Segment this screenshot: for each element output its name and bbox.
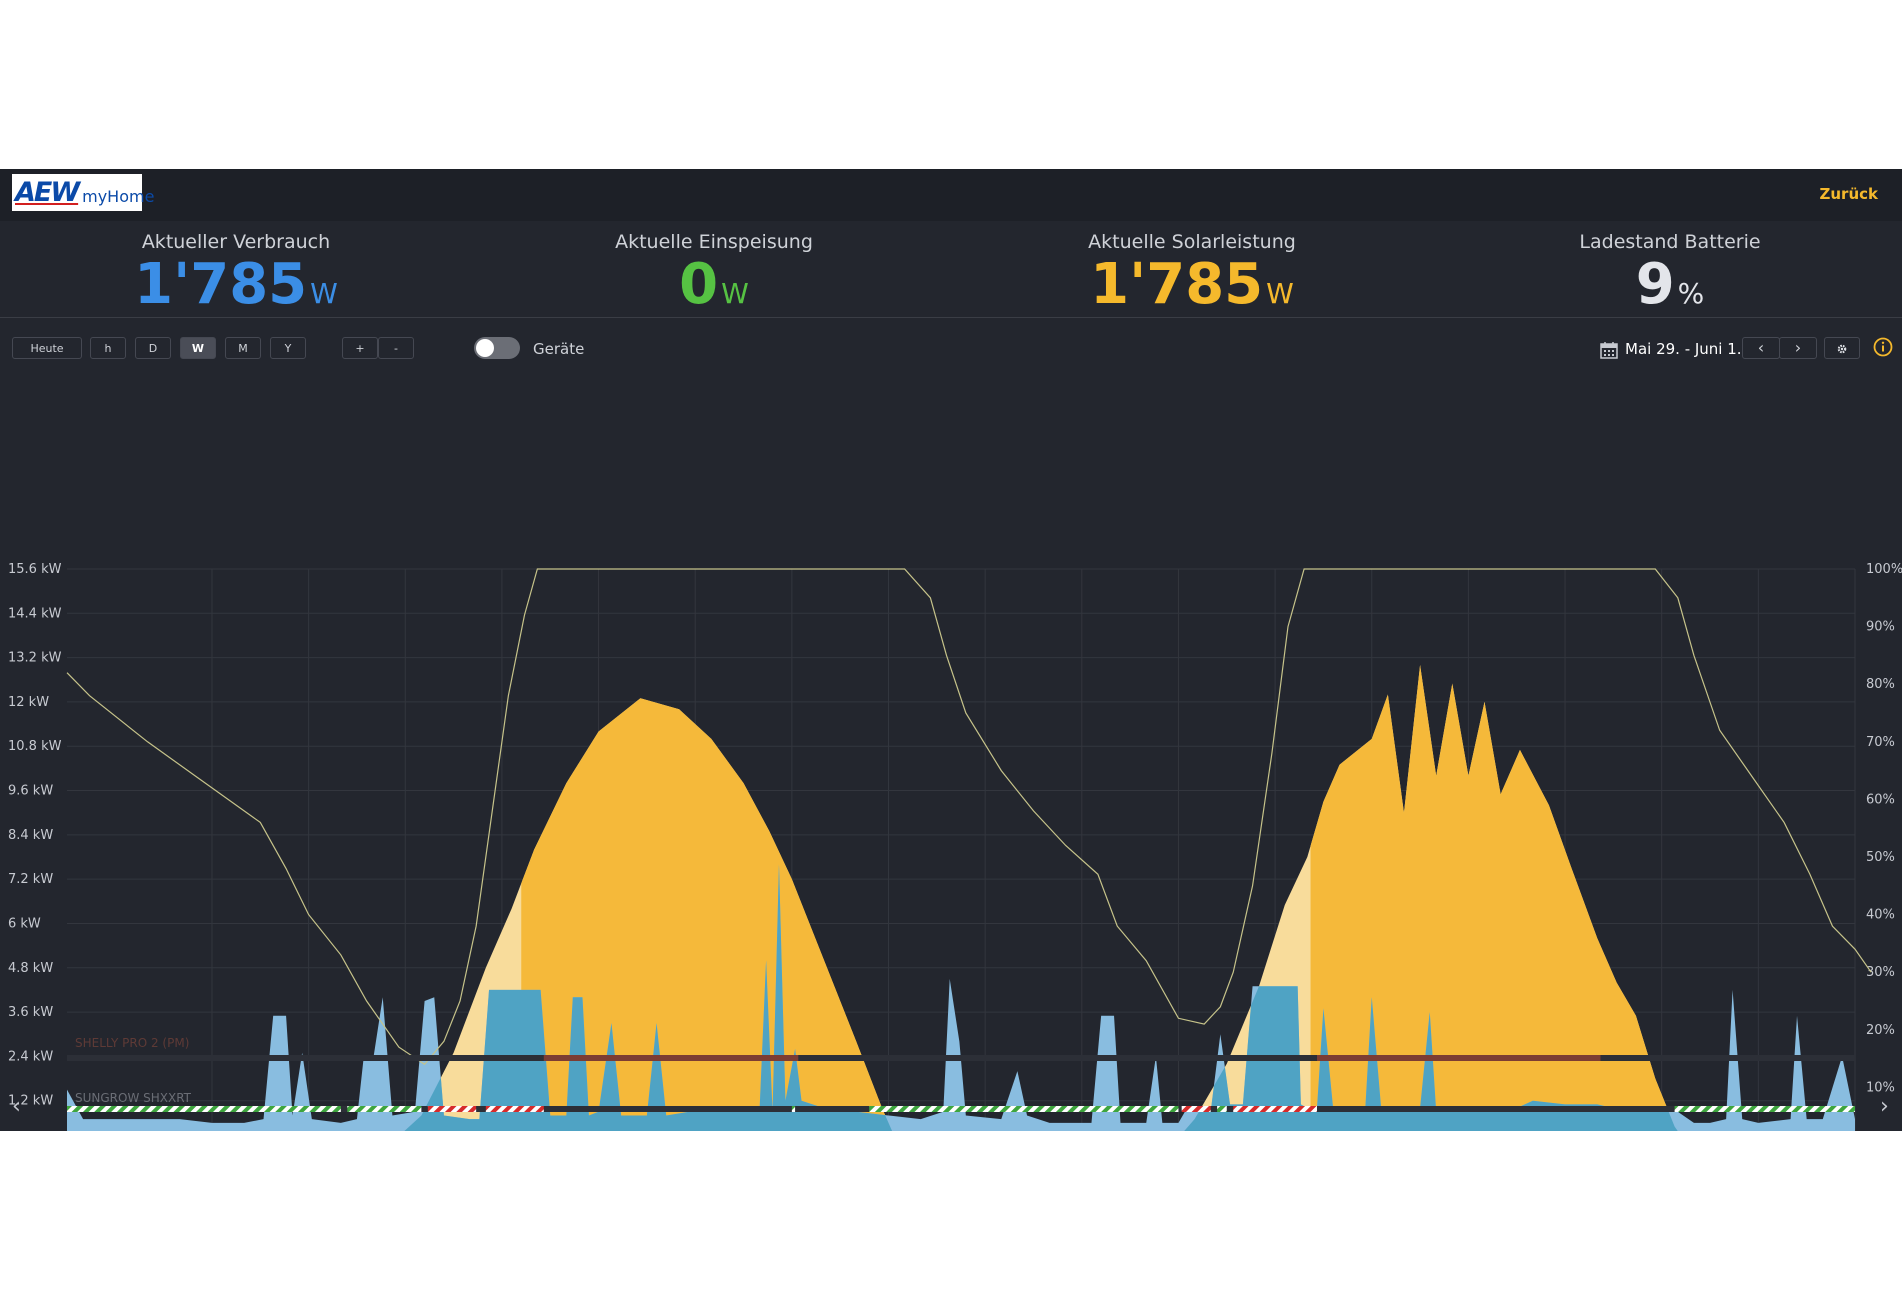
y-axis-tick-label: 13.2 kW: [8, 651, 62, 666]
self-consumption-area: [389, 864, 1688, 1131]
y2-axis-tick-label: 90%: [1866, 620, 1895, 635]
device-label: SHELLY PRO 2 (PM): [75, 1036, 189, 1050]
prev-period-button[interactable]: ‹: [1742, 337, 1780, 359]
scroll-left-button[interactable]: ‹: [12, 1094, 21, 1119]
energy-chart: 0 kW1.2 kW2.4 kW3.6 kW4.8 kW6 kW7.2 kW8.…: [8, 562, 1902, 1131]
logo: AEW myHome: [12, 174, 154, 211]
device-segment: [1217, 1106, 1227, 1112]
calendar-icon[interactable]: [1600, 341, 1618, 359]
stats-bar: Aktueller Verbrauch 1'785 W Aktuelle Eins…: [0, 221, 1902, 318]
stat-value: 9%: [1635, 252, 1705, 317]
y2-axis-tick-label: 30%: [1866, 965, 1895, 980]
gear-icon: [1837, 344, 1847, 354]
logo-subtitle: myHome: [82, 187, 155, 206]
y2-axis-tick-label: 50%: [1866, 850, 1895, 865]
stat-label: Aktueller Verbrauch: [141, 231, 331, 253]
info-icon[interactable]: [1872, 336, 1894, 358]
today-button[interactable]: Heute: [12, 337, 82, 359]
y2-axis-tick-label: 10%: [1866, 1080, 1895, 1095]
device-segment: [869, 1106, 1179, 1112]
battery-level-line: [66, 568, 1872, 1066]
device-label: SUNGROW SHXXRT: [75, 1091, 192, 1105]
y2-axis-tick-label: 60%: [1866, 792, 1895, 807]
y-axis-tick-label: 6 kW: [8, 916, 41, 931]
next-period-button[interactable]: ›: [1779, 337, 1817, 359]
range-year-button[interactable]: Y: [270, 337, 306, 359]
y2-axis-tick-label: 70%: [1866, 735, 1895, 750]
devices-label: Geräte: [533, 340, 585, 358]
self-consumption-group: [389, 864, 1688, 1131]
range-month-button[interactable]: M: [225, 337, 261, 359]
logo-mark: AEW: [15, 177, 80, 208]
y-axis-tick-label: 1.2 kW: [8, 1094, 53, 1109]
date-range[interactable]: Mai 29. - Juni 1.: [1625, 340, 1742, 358]
stat-battery: Ladestand Batterie 9%: [1520, 221, 1820, 324]
y2-axis-tick-label: 40%: [1866, 908, 1895, 923]
y-axis-tick-label: 8.4 kW: [8, 828, 53, 843]
device-segment: [1316, 1055, 1601, 1061]
device-segment: [1181, 1106, 1211, 1112]
controls-bar: Heute h D W M Y + - Geräte Mai 29. - Jun…: [0, 333, 1902, 369]
y-axis-tick-label: 14.4 kW: [8, 606, 62, 621]
range-hour-button[interactable]: h: [90, 337, 126, 359]
scroll-right-button[interactable]: ›: [1880, 1094, 1889, 1119]
zoom-out-button[interactable]: -: [378, 337, 414, 359]
device-segment: [791, 1106, 796, 1112]
device-segment: [347, 1106, 422, 1112]
y2-axis-tick-label: 100%: [1866, 562, 1902, 577]
toggle-knob: [476, 339, 494, 357]
device-segment: [427, 1106, 477, 1112]
y-axis-tick-label: 15.6 kW: [8, 562, 62, 577]
y-axis-tick-label: 3.6 kW: [8, 1005, 53, 1020]
stat-label: Ladestand Batterie: [1579, 231, 1761, 253]
y-axis-tick-label: 2.4 kW: [8, 1049, 53, 1064]
settings-button[interactable]: [1824, 337, 1860, 359]
stat-label: Aktuelle Solarleistung: [1088, 231, 1296, 253]
stat-label: Aktuelle Einspeisung: [615, 231, 813, 253]
device-row-track: [67, 1055, 1855, 1061]
top-bar: AEW myHome Zurück: [0, 169, 1902, 221]
y-axis-tick-label: 12 kW: [8, 695, 49, 710]
stat-solar: Aktuelle Solarleistung 1'785 W: [1042, 221, 1342, 324]
solar-area-group: [521, 665, 1688, 1131]
y-axis-tick-label: 10.8 kW: [8, 739, 62, 754]
y-axis-tick-label: 7.2 kW: [8, 872, 53, 887]
device-segment: [543, 1055, 799, 1061]
stat-value: 1'785 W: [134, 252, 338, 317]
y-axis-tick-label: 4.8 kW: [8, 961, 53, 976]
y2-axis-tick-label: 20%: [1866, 1023, 1895, 1038]
stat-value: 1'785 W: [1090, 252, 1294, 317]
device-segment: [1233, 1106, 1317, 1112]
app-window: AEW myHome Zurück Aktueller Verbrauch 1'…: [0, 169, 1902, 1131]
device-segment: [485, 1106, 544, 1112]
y2-axis-tick-label: 80%: [1866, 677, 1895, 692]
device-segment: [67, 1106, 341, 1112]
y-axis-tick-label: 9.6 kW: [8, 784, 53, 799]
devices-toggle[interactable]: [474, 337, 520, 359]
stat-consumption: Aktueller Verbrauch 1'785 W: [86, 221, 386, 324]
range-day-button[interactable]: D: [135, 337, 171, 359]
device-segment: [1674, 1106, 1855, 1112]
back-button[interactable]: Zurück: [1819, 185, 1879, 203]
zoom-in-button[interactable]: +: [342, 337, 378, 359]
range-week-button[interactable]: W: [180, 337, 216, 359]
